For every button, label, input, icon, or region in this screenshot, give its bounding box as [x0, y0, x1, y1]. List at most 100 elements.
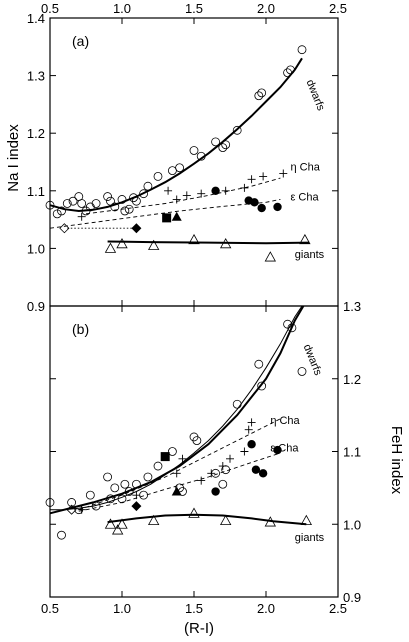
point-giants — [188, 233, 200, 245]
point-filled-square — [162, 213, 172, 223]
point-dwarfs — [85, 490, 95, 500]
point-eps-cha — [273, 445, 282, 455]
point-eps-cha — [257, 203, 266, 213]
point-dwarfs — [45, 498, 55, 507]
point-filled-square — [160, 452, 170, 462]
point-eta-cha — [164, 186, 173, 195]
point-giants — [112, 524, 124, 535]
x-tick-label-top: 2.5 — [329, 1, 347, 16]
point-eta-cha — [279, 169, 288, 178]
point-dwarfs — [218, 143, 228, 153]
y-axis-title-na-index: Na I index — [5, 124, 22, 192]
y-tick-label-right: 1.1 — [343, 445, 361, 460]
point-giants — [220, 514, 232, 526]
x-tick-label: 2.0 — [257, 601, 275, 616]
curve-label-eta-cha: η Cha — [270, 415, 300, 427]
x-tick-label-top: 1.5 — [185, 1, 203, 16]
point-eta-cha — [197, 476, 206, 485]
point-dwarfs — [189, 146, 199, 155]
point-giants — [300, 514, 312, 526]
x-axis-title: (R-I) — [184, 620, 214, 637]
point-eta-cha — [244, 425, 253, 434]
curve-fit — [49, 305, 305, 515]
point-dwarfs — [103, 472, 112, 482]
point-eps-cha — [250, 198, 259, 207]
x-tick-label: 1.5 — [185, 601, 203, 616]
x-tick-label-top: 0.5 — [41, 1, 59, 16]
curve-eps — [78, 452, 281, 512]
curve-giants — [107, 513, 307, 526]
point-eta-cha — [247, 418, 256, 427]
y-tick-label: 1.1 — [27, 184, 45, 199]
y-tick-label: 1.0 — [27, 241, 45, 256]
point-dwarfs — [91, 501, 101, 511]
point-eta-cha — [218, 462, 227, 471]
point-dwarfs — [297, 367, 307, 376]
point-dwarfs — [211, 137, 221, 147]
y-tick-label-right: 0.9 — [343, 590, 361, 605]
y-tick-label: 1.3 — [27, 69, 45, 84]
x-tick-label-top: 2.0 — [257, 1, 275, 16]
point-dwarfs — [167, 447, 177, 456]
point-dwarfs — [117, 195, 127, 204]
point-dwarfs — [62, 199, 72, 208]
point-eta-cha — [221, 186, 230, 195]
curve-eta — [78, 418, 281, 511]
point-eta-cha — [178, 454, 187, 463]
point-eps-cha — [211, 186, 220, 195]
point-giants — [220, 237, 232, 249]
point-eta-cha — [259, 172, 268, 181]
curve-eps — [49, 198, 281, 229]
curve-dwarfs — [49, 57, 303, 213]
point-dwarfs — [139, 490, 149, 500]
point-dwarfs — [103, 192, 112, 201]
x-tick-label: 1.0 — [113, 601, 131, 616]
curve-label-eta-cha: η Cha — [290, 162, 320, 174]
point-open-diamond — [66, 504, 77, 515]
point-eps-cha — [273, 202, 282, 212]
point-dwarfs — [57, 206, 66, 216]
point-eps-cha — [247, 440, 256, 449]
point-dwarfs — [91, 199, 101, 208]
point-giants — [148, 514, 160, 526]
y-tick-label: 1.4 — [27, 11, 45, 26]
point-filled-triangle — [171, 486, 182, 496]
y-tick-label: 1.2 — [27, 126, 45, 141]
point-dwarfs — [67, 498, 76, 507]
point-eta-cha — [77, 505, 86, 514]
point-eta-cha — [240, 447, 249, 456]
point-dwarfs — [257, 88, 267, 98]
point-giants — [104, 242, 117, 253]
point-dwarfs — [232, 399, 242, 409]
y-axis-title-feh-index: FeH index — [388, 426, 405, 495]
point-dwarfs — [143, 472, 153, 482]
point-dwarfs — [120, 206, 130, 216]
point-filled-diamond — [131, 223, 142, 234]
point-dwarfs — [297, 45, 307, 55]
point-giants — [116, 237, 128, 249]
y-tick-label: 0.9 — [27, 299, 45, 314]
point-eta-cha — [172, 469, 181, 478]
curve-giants — [107, 240, 310, 245]
point-dwarfs — [106, 494, 115, 504]
curve-label-dwarfs: dwarfs — [304, 78, 327, 113]
x-tick-label-top: 1.0 — [113, 1, 131, 16]
point-giants — [148, 239, 160, 250]
point-dwarfs — [124, 487, 134, 496]
point-dwarfs — [257, 381, 267, 391]
curve-label-eps-cha: ε Cha — [290, 192, 319, 204]
curve-eta — [85, 177, 281, 215]
curve-label-dwarfs: dwarfs — [301, 343, 324, 378]
point-eta-cha — [182, 191, 191, 200]
point-dwarfs — [139, 189, 149, 199]
point-giants — [264, 251, 276, 262]
point-giants — [264, 516, 276, 527]
point-eps-cha — [211, 487, 220, 496]
point-eta-cha — [207, 469, 216, 478]
point-dwarfs — [120, 479, 130, 489]
y-tick-label-right: 1.2 — [343, 372, 361, 387]
panel-label: (b) — [72, 321, 89, 337]
panel-b: 0.9 1.0 1.1 1.2 1.3 0.5 1.0 1.5 2.0 2.5 (b) dwarfs η… — [41, 299, 361, 616]
point-dwarfs — [192, 436, 202, 445]
